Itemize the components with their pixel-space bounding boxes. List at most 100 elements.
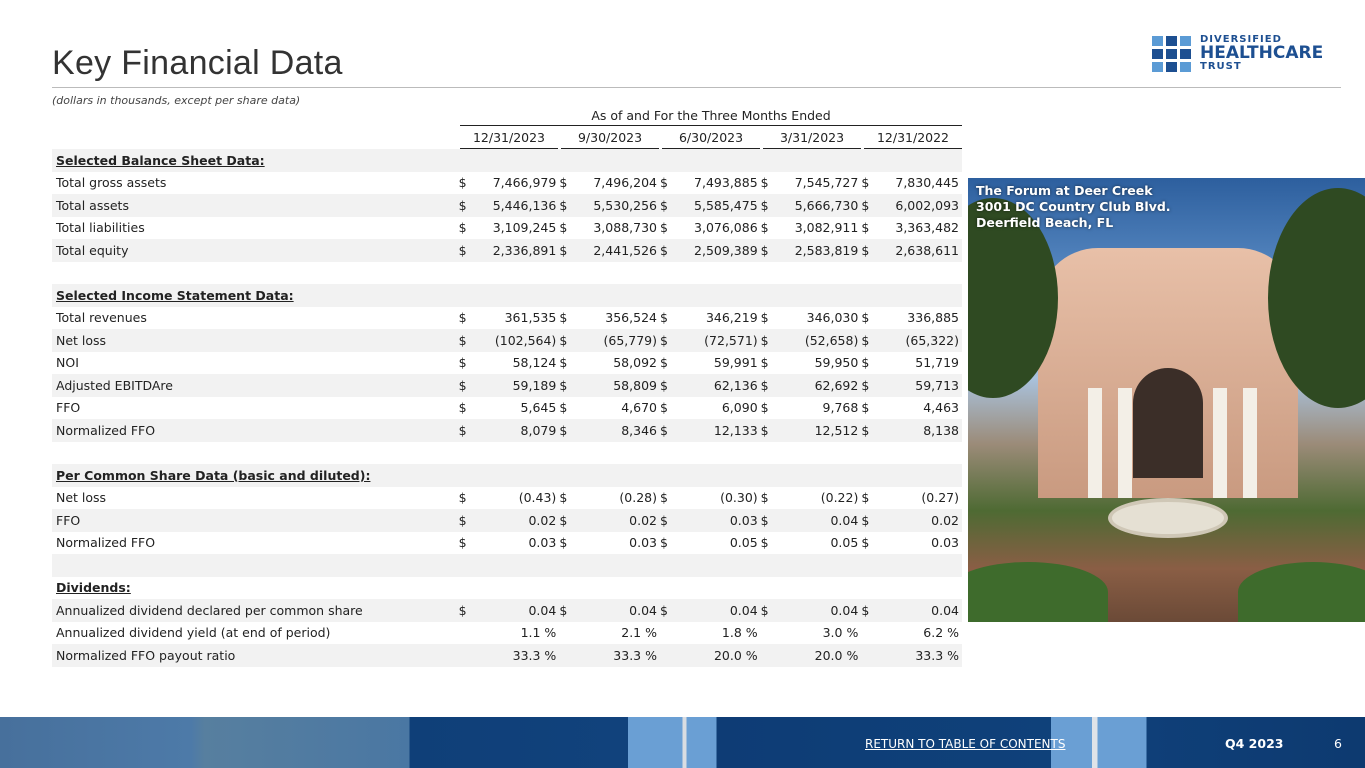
cell-value: 12,133 <box>713 422 758 438</box>
table-cell: $9,768 <box>761 400 859 415</box>
page-number: 6 <box>1334 736 1342 751</box>
spacer-row <box>52 262 962 285</box>
logo-line3: TRUST <box>1200 61 1242 72</box>
table-row: Normalized FFO $8,079 $8,346 $12,133 $12,512… <box>52 419 962 442</box>
cell-value: 0.04 <box>729 602 758 618</box>
cell-value: 2,509,389 <box>694 242 758 258</box>
currency-sign: $ <box>659 512 668 528</box>
cell-value: 346,030 <box>806 310 859 326</box>
currency-sign: $ <box>559 220 568 236</box>
table-cell: $0.03 <box>861 535 959 550</box>
cell-value: 0.03 <box>729 512 758 528</box>
cell-value: 2,441,526 <box>593 242 657 258</box>
currency-sign: $ <box>659 377 668 393</box>
table-row: Total equity $2,336,891 $2,441,526 $2,509,3… <box>52 239 962 262</box>
currency-sign: $ <box>760 535 769 551</box>
cell-value: 1.1 % <box>520 625 557 641</box>
table-cell: $336,885 <box>861 310 959 325</box>
row-label: Dividends: <box>56 580 131 596</box>
row-label: Net loss <box>56 332 107 348</box>
logo-line2: HEALTHCARE <box>1200 43 1324 63</box>
currency-sign: $ <box>760 220 769 236</box>
cell-value: 5,645 <box>520 400 557 416</box>
table-cell: $ (52,658) <box>761 333 859 348</box>
currency-sign: $ <box>760 197 769 213</box>
currency-sign: $ <box>760 400 769 416</box>
cell-value: 7,496,204 <box>593 175 657 191</box>
cell-value: 356,524 <box>605 310 657 326</box>
currency-sign: $ <box>861 535 870 551</box>
table-cell: $7,830,445 <box>861 175 959 190</box>
currency-sign: $ <box>458 310 467 326</box>
table-cell: $ (0.28) <box>559 490 657 505</box>
table-cell: 20.0 % <box>660 648 758 663</box>
table-body: Selected Balance Sheet Data: Total gross … <box>52 149 962 667</box>
table-row: Net loss $ (0.43) $ (0.28) $ (0.30) $ (0.22) $ (0.… <box>52 487 962 510</box>
cell-value: 33.3 % <box>915 647 959 663</box>
row-label: Per Common Share Data (basic and diluted… <box>56 467 371 483</box>
cell-value: 0.05 <box>830 535 859 551</box>
row-label: Annualized dividend declared per common … <box>56 602 363 618</box>
date-header: 12/31/2022 <box>864 129 962 149</box>
table-cell: $8,079 <box>459 423 557 438</box>
table-cell: 3.0 % <box>761 625 859 640</box>
table-cell: $346,030 <box>761 310 859 325</box>
units-note: (dollars in thousands, except per share … <box>52 94 301 107</box>
table-cell: $4,463 <box>861 400 959 415</box>
table-cell: $5,585,475 <box>660 198 758 213</box>
return-to-toc-link[interactable]: RETURN TO TABLE OF CONTENTS <box>865 737 1066 751</box>
cell-value: 5,585,475 <box>694 197 758 213</box>
table-cell: $3,082,911 <box>761 220 859 235</box>
section-header-row: Per Common Share Data (basic and diluted… <box>52 464 962 487</box>
currency-sign: $ <box>659 422 668 438</box>
currency-sign: $ <box>861 197 870 213</box>
cell-value: (0.30) <box>720 490 758 506</box>
table-cell: $5,666,730 <box>761 198 859 213</box>
table-cell: $0.05 <box>660 535 758 550</box>
table-cell: $6,090 <box>660 400 758 415</box>
currency-sign: $ <box>760 602 769 618</box>
currency-sign: $ <box>559 377 568 393</box>
cell-value: (65,322) <box>905 332 960 348</box>
currency-sign: $ <box>659 602 668 618</box>
currency-sign: $ <box>760 355 769 371</box>
cell-value: 5,530,256 <box>593 197 657 213</box>
currency-sign: $ <box>861 220 870 236</box>
title-divider <box>52 87 1341 88</box>
table-cell: $356,524 <box>559 310 657 325</box>
property-photo: The Forum at Deer Creek 3001 DC Country … <box>968 178 1365 622</box>
row-label: Total liabilities <box>56 220 145 236</box>
cell-value: 3,109,245 <box>492 220 557 236</box>
cell-value: 0.04 <box>528 602 557 618</box>
table-cell: $7,545,727 <box>761 175 859 190</box>
table-cell: $59,950 <box>761 355 859 370</box>
cell-value: 62,136 <box>713 377 758 393</box>
row-label: Normalized FFO payout ratio <box>56 647 236 663</box>
currency-sign: $ <box>861 602 870 618</box>
cell-value: (72,571) <box>704 332 758 348</box>
logo-line1: DIVERSIFIED <box>1200 34 1282 45</box>
table-cell: $0.05 <box>761 535 859 550</box>
table-cell: $3,109,245 <box>459 220 557 235</box>
table-row: Net loss $ (102,564) $ (65,779) $ (72,571) $ (52… <box>52 329 962 352</box>
currency-sign: $ <box>458 242 467 258</box>
table-cell: 33.3 % <box>459 648 557 663</box>
table-cell: $62,136 <box>660 378 758 393</box>
date-header: 6/30/2023 <box>662 129 760 149</box>
cell-value: 0.04 <box>830 512 859 528</box>
table-cell: $2,441,526 <box>559 243 657 258</box>
cell-value: 361,535 <box>504 310 557 326</box>
cell-value: (65,779) <box>603 332 657 348</box>
table-row: FFO $0.02 $0.02 $0.03 $0.04 $0.02 <box>52 509 962 532</box>
cell-value: 1.8 % <box>721 625 758 641</box>
company-logo: DIVERSIFIED HEALTHCARE TRUST <box>1152 35 1323 72</box>
currency-sign: $ <box>760 332 769 348</box>
table-cell: $8,346 <box>559 423 657 438</box>
table-cell: $0.04 <box>761 513 859 528</box>
table-row: Normalized FFO $0.03 $0.03 $0.05 $0.05 $0.03 <box>52 532 962 555</box>
period-label: Q4 2023 <box>1225 736 1284 751</box>
currency-sign: $ <box>760 422 769 438</box>
table-cell: $ (65,779) <box>559 333 657 348</box>
cell-value: 51,719 <box>915 355 959 371</box>
row-label: Total equity <box>56 242 129 258</box>
